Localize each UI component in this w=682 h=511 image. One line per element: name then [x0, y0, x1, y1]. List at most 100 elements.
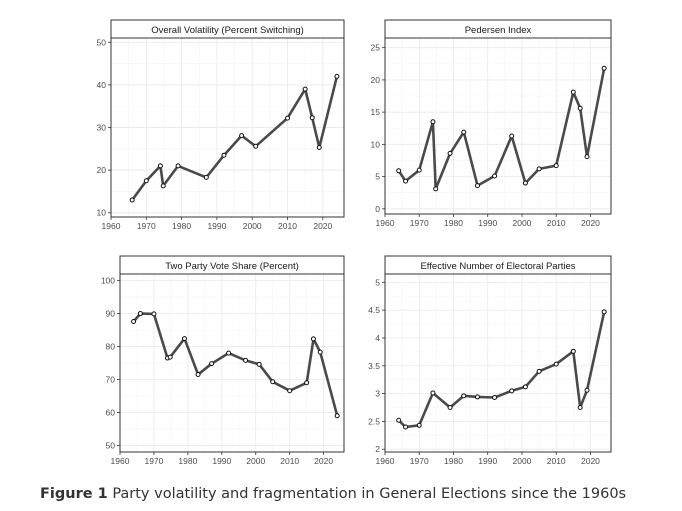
x-tick-label: 1970 — [410, 456, 429, 466]
data-point — [430, 390, 436, 396]
data-point — [157, 163, 163, 169]
data-point — [175, 163, 181, 169]
panel-border — [119, 273, 345, 453]
figure-caption: Figure 1 Party volatility and fragmentat… — [40, 486, 626, 502]
data-point — [160, 183, 166, 189]
x-tick-label: 1990 — [478, 456, 497, 466]
y-tick-label: 4.5 — [368, 305, 380, 315]
data-point — [203, 174, 209, 180]
x-tick-label: 1970 — [137, 221, 156, 231]
data-point — [239, 133, 245, 139]
x-tick-label: 2020 — [581, 218, 600, 228]
y-tick-label: 15 — [371, 107, 381, 117]
x-tick-label: 2000 — [513, 456, 532, 466]
y-tick-label: 3 — [375, 389, 380, 399]
data-point — [474, 394, 480, 400]
panel-border — [384, 37, 612, 215]
data-point — [226, 350, 232, 356]
y-tick-label: 20 — [371, 75, 381, 85]
x-tick-label: 1960 — [111, 456, 130, 466]
x-tick-label: 2010 — [280, 456, 299, 466]
y-tick-label: 0 — [375, 204, 380, 214]
y-tick-label: 5 — [375, 172, 380, 182]
x-tick-label: 1990 — [207, 221, 226, 231]
data-point — [304, 380, 310, 386]
data-point — [310, 336, 316, 342]
data-point — [509, 133, 515, 139]
data-point — [302, 86, 308, 92]
data-point — [317, 349, 323, 355]
data-point — [403, 178, 409, 184]
data-point — [522, 384, 528, 390]
x-tick-label: 1990 — [212, 456, 231, 466]
y-tick-label: 60 — [106, 407, 116, 417]
data-point — [181, 336, 187, 342]
panel-border — [384, 273, 612, 453]
y-tick-label: 30 — [97, 123, 107, 133]
data-point — [447, 150, 453, 156]
x-tick-label: 2020 — [314, 456, 333, 466]
data-point — [143, 178, 149, 184]
data-point — [131, 318, 137, 324]
panel-title: Pedersen Index — [465, 25, 532, 36]
data-point — [522, 180, 528, 186]
data-point — [285, 115, 291, 121]
x-tick-label: 1970 — [410, 218, 429, 228]
data-point — [334, 413, 340, 419]
panel-title: Overall Volatility (Percent Switching) — [151, 25, 304, 36]
x-tick-label: 2020 — [581, 456, 600, 466]
x-tick-label: 1990 — [478, 218, 497, 228]
data-point — [577, 405, 583, 410]
x-tick-label: 1980 — [444, 456, 463, 466]
data-point — [570, 89, 576, 95]
data-point — [584, 154, 590, 160]
data-point — [474, 183, 480, 189]
data-point — [584, 387, 590, 393]
data-point — [601, 309, 607, 315]
y-tick-label: 70 — [106, 374, 116, 384]
series-line — [130, 75, 339, 202]
data-point — [433, 186, 439, 192]
data-point — [137, 311, 143, 317]
data-point — [256, 361, 262, 367]
x-tick-label: 1980 — [172, 221, 191, 231]
data-point — [461, 393, 467, 399]
data-point — [577, 105, 583, 111]
data-point — [553, 163, 559, 169]
x-tick-label: 1970 — [144, 456, 163, 466]
y-tick-label: 20 — [97, 165, 107, 175]
data-point — [536, 166, 542, 172]
data-point — [209, 361, 215, 367]
y-tick-label: 40 — [97, 80, 107, 90]
data-point — [243, 357, 249, 363]
y-tick-label: 90 — [106, 309, 116, 319]
figure-caption-text: Party volatility and fragmentation in Ge… — [112, 486, 627, 502]
data-point — [270, 379, 276, 385]
data-point — [416, 422, 422, 428]
panel-title: Two Party Vote Share (Percent) — [165, 261, 299, 272]
data-point — [396, 417, 402, 423]
panel-title: Effective Number of Electoral Parties — [420, 261, 575, 272]
x-tick-label: 1960 — [376, 456, 395, 466]
x-tick-label: 2010 — [547, 456, 566, 466]
data-point — [309, 115, 315, 121]
data-point — [396, 168, 402, 174]
y-tick-label: 80 — [106, 342, 116, 352]
chart-panel-1: Overall Volatility (Percent Switching) 19… — [97, 19, 345, 231]
x-tick-label: 2010 — [278, 221, 297, 231]
data-point — [167, 354, 173, 360]
data-point — [334, 73, 340, 79]
data-point — [601, 65, 607, 71]
data-point — [129, 197, 135, 203]
data-point — [509, 388, 515, 394]
data-point — [461, 129, 467, 135]
data-point — [492, 173, 498, 179]
y-tick-label: 50 — [106, 440, 116, 450]
x-tick-label: 2000 — [246, 456, 265, 466]
y-tick-label: 10 — [371, 139, 381, 149]
x-tick-label: 2020 — [313, 221, 332, 231]
data-point — [430, 119, 436, 125]
data-point — [553, 361, 559, 367]
